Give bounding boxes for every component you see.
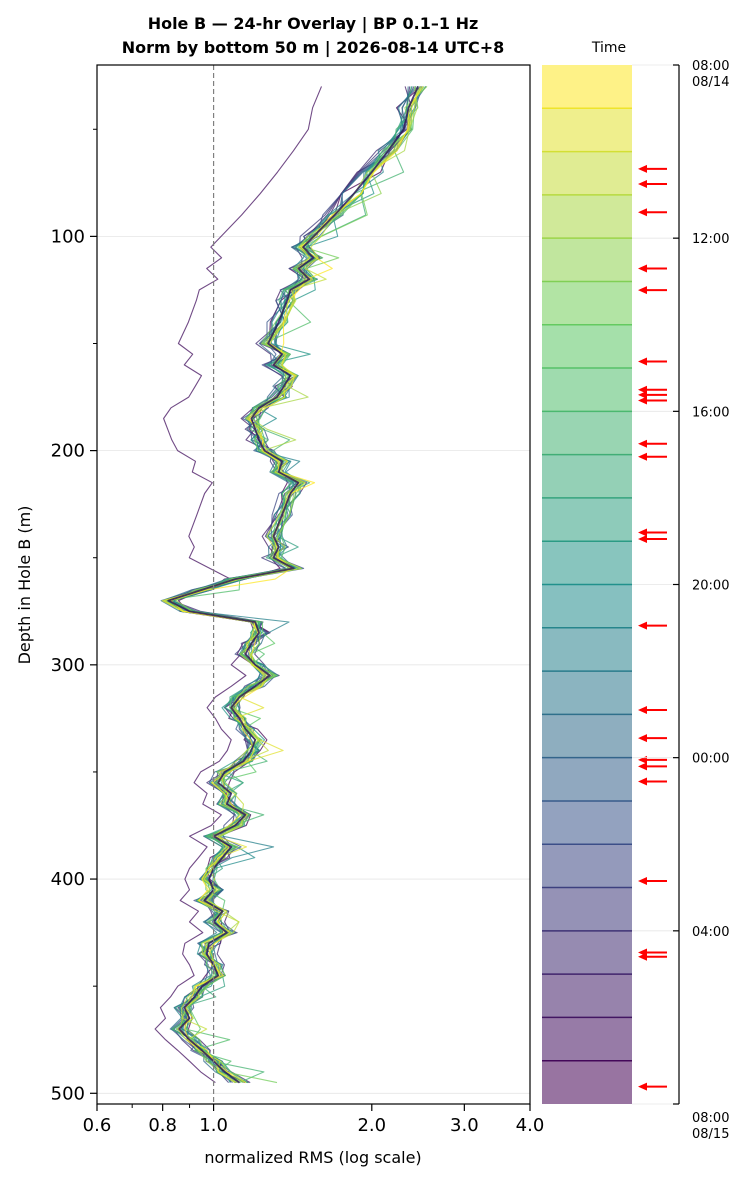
event-marker-head bbox=[638, 706, 647, 715]
time-tick-label: 12:00 bbox=[692, 232, 729, 247]
event-marker-head bbox=[638, 357, 647, 366]
profile-line-19 bbox=[167, 86, 419, 1083]
event-markers bbox=[638, 164, 667, 1091]
colorbar-band bbox=[542, 930, 632, 975]
colorbar-band bbox=[542, 65, 632, 109]
colorbar-band bbox=[542, 800, 632, 845]
event-marker-head bbox=[638, 621, 647, 630]
profile-line-18 bbox=[165, 86, 423, 1084]
time-tick-label: 16:00 bbox=[692, 405, 729, 420]
event-marker-head bbox=[638, 1082, 647, 1091]
profile-line-17 bbox=[163, 86, 427, 1083]
colorbar-band bbox=[542, 411, 632, 455]
event-marker-head bbox=[638, 439, 647, 448]
colorbar-band bbox=[542, 671, 632, 715]
colorbar-band bbox=[542, 584, 632, 628]
colorbar-band bbox=[542, 714, 632, 758]
chart-title-line2: Norm by bottom 50 m | 2026-08-14 UTC+8 bbox=[122, 38, 505, 58]
event-marker-head bbox=[638, 535, 647, 544]
colorbar-band bbox=[542, 627, 632, 672]
x-tick-label: 4.0 bbox=[516, 1115, 545, 1136]
profile-line-2 bbox=[161, 86, 421, 1084]
event-marker-head bbox=[638, 286, 647, 295]
event-marker-head bbox=[638, 396, 647, 405]
event-marker-head bbox=[638, 777, 647, 786]
colorbar-band bbox=[542, 887, 632, 931]
x-axis-label: normalized RMS (log scale) bbox=[204, 1148, 421, 1167]
event-marker-head bbox=[638, 180, 647, 189]
plot-frame bbox=[96, 64, 531, 1105]
time-tick-label: 08:00 bbox=[692, 59, 729, 74]
chart-title-line1: Hole B — 24-hr Overlay | BP 0.1–1 Hz bbox=[148, 14, 479, 34]
event-marker-head bbox=[638, 734, 647, 743]
colorbar-band bbox=[542, 757, 632, 801]
colorbar-band bbox=[542, 497, 632, 542]
y-tick-label: 200 bbox=[51, 441, 85, 462]
event-marker-head bbox=[638, 264, 647, 273]
colorbar-time-axis: 08:0008/1412:0016:0020:0000:0004:0008:00… bbox=[632, 59, 729, 1142]
y-tick-label: 500 bbox=[51, 1083, 85, 1104]
colorbar-band bbox=[542, 454, 632, 498]
profile-line-median bbox=[167, 86, 419, 1084]
event-marker-head bbox=[638, 755, 647, 764]
profile-line-15 bbox=[160, 86, 413, 1084]
colorbar-label: Time bbox=[591, 40, 626, 56]
y-tick-label: 300 bbox=[51, 655, 85, 676]
colorbar-band bbox=[542, 151, 632, 195]
x-tick-label: 0.6 bbox=[83, 1115, 112, 1136]
time-colorbar bbox=[542, 65, 632, 1104]
event-marker-head bbox=[638, 952, 647, 961]
profile-line-7 bbox=[167, 86, 422, 1084]
y-axis: 100 200 300 400 500 bbox=[51, 128, 97, 1104]
time-tick-label: 08:00 bbox=[692, 1111, 729, 1126]
colorbar-band bbox=[542, 974, 632, 1018]
event-marker-head bbox=[638, 877, 647, 886]
profile-line-1 bbox=[170, 86, 424, 1084]
profile-lines bbox=[154, 85, 428, 1084]
profile-line-9 bbox=[165, 86, 419, 1084]
event-marker-head bbox=[638, 385, 647, 394]
time-tick-label: 04:00 bbox=[692, 925, 729, 940]
event-marker-head bbox=[638, 390, 647, 399]
colorbar-band bbox=[542, 844, 632, 888]
time-tick-label: 20:00 bbox=[692, 579, 729, 594]
colorbar-band bbox=[542, 108, 632, 152]
x-tick-label: 3.0 bbox=[450, 1115, 479, 1136]
x-tick-label: 0.8 bbox=[148, 1115, 177, 1136]
colorbar-band bbox=[542, 238, 632, 282]
colorbar-band bbox=[542, 541, 632, 585]
event-marker-head bbox=[638, 528, 647, 537]
profile-line-20 bbox=[169, 86, 415, 1083]
gridlines bbox=[97, 235, 530, 1094]
colorbar-band bbox=[542, 281, 632, 325]
colorbar-band bbox=[542, 1017, 632, 1061]
colorbar-band bbox=[542, 368, 632, 412]
time-tick-label: 08/14 bbox=[692, 75, 729, 90]
event-marker-head bbox=[638, 208, 647, 217]
x-tick-label: 2.0 bbox=[357, 1115, 386, 1136]
time-tick-label: 00:00 bbox=[692, 752, 729, 767]
event-marker-head bbox=[638, 164, 647, 173]
profile-line-21 bbox=[171, 86, 411, 1084]
event-marker-head bbox=[638, 762, 647, 771]
profile-line-16 bbox=[162, 86, 409, 1084]
colorbar-band bbox=[542, 324, 632, 369]
colorbar-band bbox=[542, 194, 632, 239]
y-axis-label: Depth in Hole B (m) bbox=[15, 506, 34, 665]
time-tick-label: 08/15 bbox=[692, 1127, 729, 1142]
event-marker-head bbox=[638, 452, 647, 461]
colorbar-band bbox=[542, 1060, 632, 1104]
y-tick-label: 100 bbox=[51, 226, 85, 247]
x-tick-label: 1.0 bbox=[199, 1115, 228, 1136]
x-axis: 0.6 0.8 1.0 2.0 3.0 4.0 bbox=[83, 1104, 545, 1136]
profile-line-6 bbox=[170, 86, 425, 1084]
y-tick-label: 400 bbox=[51, 869, 85, 890]
